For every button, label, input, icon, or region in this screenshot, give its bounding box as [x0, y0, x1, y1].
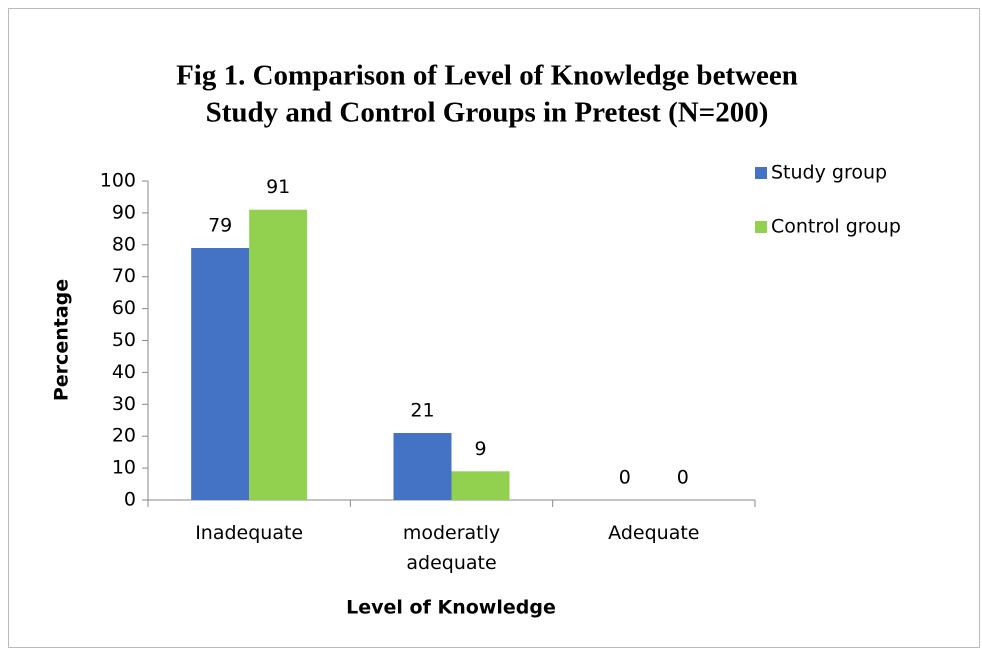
y-tick-label: 60 — [112, 297, 136, 319]
y-tick-label: 0 — [124, 489, 136, 511]
data-label: 79 — [208, 214, 232, 236]
y-tick-label: 10 — [112, 457, 136, 479]
y-tick-label: 40 — [112, 361, 136, 383]
x-tick-label: moderatly adequate — [402, 522, 501, 574]
data-label: 21 — [410, 400, 434, 422]
x-tick-label: Inadequate — [195, 522, 304, 544]
bar — [249, 209, 308, 500]
data-label: 91 — [266, 176, 290, 198]
y-tick-label: 70 — [112, 265, 136, 287]
x-axis-label: Level of Knowledge — [346, 597, 556, 619]
data-label: 0 — [677, 467, 689, 489]
y-tick-label: 90 — [112, 201, 136, 223]
y-axis-label: Percentage — [51, 279, 73, 401]
bar — [393, 433, 452, 500]
bar — [191, 247, 250, 500]
legend-label: Control group — [771, 216, 901, 238]
legend-swatch — [755, 167, 767, 179]
data-label: 9 — [474, 438, 486, 460]
data-label: 0 — [619, 467, 631, 489]
legend-swatch — [755, 221, 767, 233]
y-tick-label: 100 — [100, 170, 136, 192]
y-tick-label: 30 — [112, 393, 136, 415]
legend-label: Study group — [771, 162, 887, 184]
chart-title: Study and Control Groups in Pretest (N=2… — [206, 97, 769, 129]
y-tick-label: 80 — [112, 233, 136, 255]
x-tick-label: Adequate — [608, 522, 700, 544]
y-tick-label: 20 — [112, 425, 136, 447]
chart-border — [8, 8, 980, 648]
y-tick-label: 50 — [112, 329, 136, 351]
chart-title: Fig 1. Comparison of Level of Knowledge … — [176, 60, 798, 92]
bar — [451, 471, 510, 500]
